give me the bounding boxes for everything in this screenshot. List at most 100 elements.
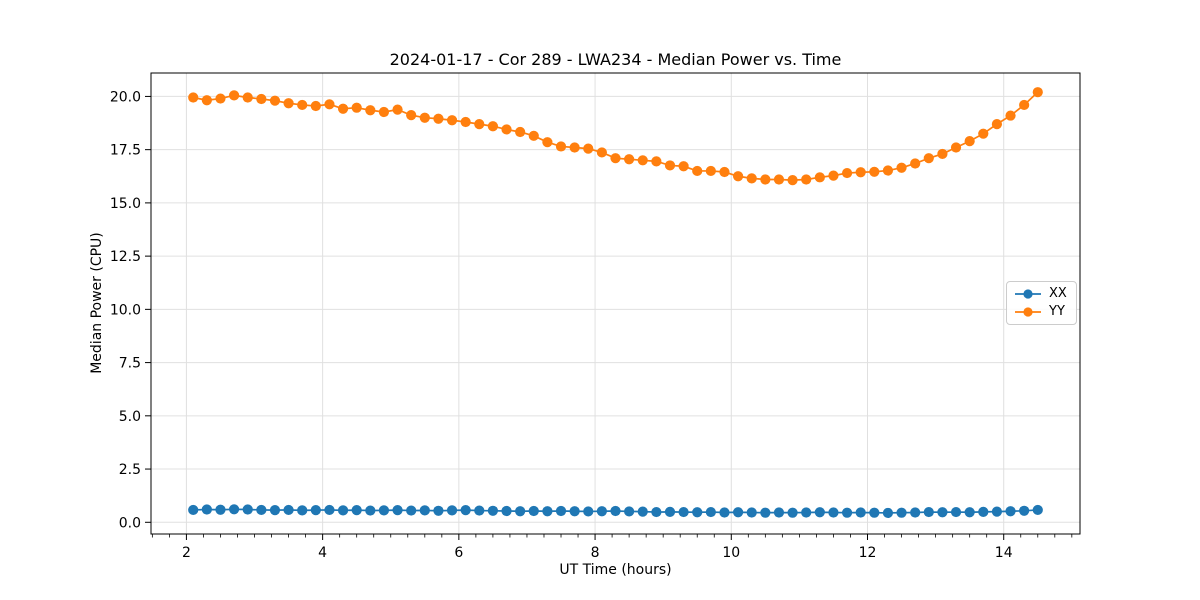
series-YY-marker xyxy=(678,161,689,172)
series-XX-marker xyxy=(855,507,866,518)
series-YY-marker xyxy=(474,119,485,130)
series-XX-marker xyxy=(596,506,607,517)
legend-label-xx: XX xyxy=(1049,286,1067,301)
series-XX-marker xyxy=(542,506,553,517)
series-XX-marker xyxy=(787,507,798,518)
series-YY-marker xyxy=(991,119,1003,130)
series-XX-marker xyxy=(964,507,975,518)
series-YY-marker xyxy=(814,172,825,183)
y-tick-label: 15.0 xyxy=(110,196,141,212)
series-XX-marker xyxy=(351,505,362,516)
series-XX-marker xyxy=(1032,504,1043,516)
series-YY-marker xyxy=(596,147,607,158)
series-XX-marker xyxy=(732,507,744,518)
series-XX-marker xyxy=(446,505,458,516)
legend-label-yy: YY xyxy=(1049,304,1065,319)
chart-title: 2024-01-17 - Cor 289 - LWA234 - Median P… xyxy=(389,50,842,69)
y-tick-label: 0.0 xyxy=(119,515,141,531)
x-axis-label: UT Time (hours) xyxy=(559,562,672,578)
series-XX-marker xyxy=(1005,506,1016,517)
series-XX-marker xyxy=(678,506,689,518)
series-YY-marker xyxy=(215,93,226,104)
series-YY-marker xyxy=(937,148,948,160)
x-tick-label: 8 xyxy=(591,545,600,561)
legend: XX YY xyxy=(1006,281,1077,325)
series-XX-marker xyxy=(583,506,594,517)
series-XX-marker xyxy=(801,507,812,518)
series-XX-marker xyxy=(283,504,294,516)
series-XX-marker xyxy=(923,506,934,518)
series-XX-marker xyxy=(692,507,703,518)
series-YY-marker xyxy=(460,116,471,128)
series-XX-marker xyxy=(760,507,771,518)
series-XX-marker xyxy=(1019,505,1030,516)
series-XX-marker xyxy=(228,504,240,515)
series-YY-marker xyxy=(378,106,390,118)
series-YY-marker xyxy=(324,99,335,110)
y-tick-label: 5.0 xyxy=(119,409,141,425)
series-YY-marker xyxy=(950,142,962,153)
series-YY-marker xyxy=(419,112,430,123)
x-tick-label: 12 xyxy=(859,545,877,561)
series-YY-marker xyxy=(201,95,212,106)
series-YY-marker xyxy=(188,92,199,103)
series-YY-marker xyxy=(228,90,240,101)
series-YY-marker xyxy=(978,128,989,139)
series-YY-marker xyxy=(923,153,934,164)
series-YY-marker xyxy=(692,165,703,177)
series-XX-marker xyxy=(746,507,757,518)
x-tick-label: 14 xyxy=(995,545,1013,561)
series-YY-marker xyxy=(841,167,853,179)
series-XX-marker xyxy=(841,507,853,518)
x-tick-label: 4 xyxy=(318,545,327,561)
y-tick-label: 20.0 xyxy=(110,89,141,105)
series-XX-marker xyxy=(950,506,962,518)
series-YY-marker xyxy=(542,137,553,148)
series-YY-marker xyxy=(310,100,321,112)
series-YY-marker xyxy=(269,95,281,106)
series-YY-marker xyxy=(801,174,812,185)
series-XX-marker xyxy=(201,504,212,515)
x-tick-label: 10 xyxy=(722,545,740,561)
series-XX-marker xyxy=(937,507,948,518)
series-XX-marker xyxy=(406,505,417,516)
y-tick-label: 17.5 xyxy=(110,143,141,159)
series-YY-marker xyxy=(256,93,267,105)
legend-entry-xx: XX xyxy=(1014,287,1067,301)
series-YY-marker xyxy=(719,166,730,178)
series-XX-marker xyxy=(474,505,485,516)
series-YY-marker xyxy=(869,166,880,177)
series-XX-marker xyxy=(378,505,390,516)
series-XX-marker xyxy=(256,504,267,516)
series-XX-marker xyxy=(392,505,403,516)
series-XX-marker xyxy=(419,505,430,516)
series-XX-marker xyxy=(610,505,621,517)
series-XX-marker xyxy=(896,507,907,518)
series-XX-marker xyxy=(501,505,512,517)
series-YY-marker xyxy=(637,155,648,166)
series-YY-marker xyxy=(773,174,785,185)
series-YY-marker xyxy=(787,175,798,186)
series-XX-marker xyxy=(310,505,321,516)
series-XX-marker xyxy=(814,507,825,518)
series-YY-marker xyxy=(610,153,621,164)
series-XX-marker xyxy=(569,506,580,517)
series-YY-marker xyxy=(746,173,757,184)
series-YY-marker xyxy=(760,174,771,185)
y-tick-label: 12.5 xyxy=(110,249,141,265)
series-YY-marker xyxy=(569,142,580,153)
series-XX-marker xyxy=(215,504,226,515)
series-XX-marker xyxy=(705,506,716,518)
y-tick-label: 10.0 xyxy=(110,302,141,318)
series-YY-marker xyxy=(1032,87,1043,98)
series-YY-marker xyxy=(487,121,499,132)
series-XX-marker xyxy=(637,506,648,517)
legend-entry-yy: YY xyxy=(1014,305,1067,319)
series-XX-marker xyxy=(991,506,1003,517)
series-YY-marker xyxy=(501,124,512,135)
series-XX-marker xyxy=(555,505,567,517)
series-YY-marker xyxy=(433,113,444,124)
series-YY-marker xyxy=(964,136,975,147)
y-axis-label: Median Power (CPU) xyxy=(89,232,105,374)
